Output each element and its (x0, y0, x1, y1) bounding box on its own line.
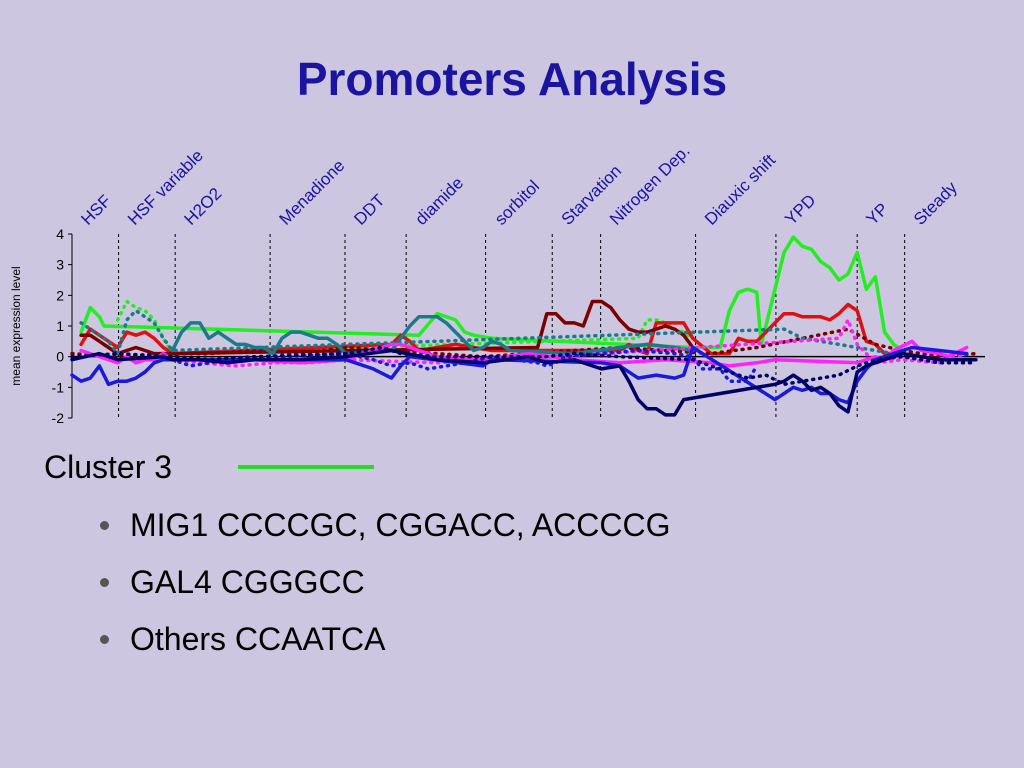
series-line (170, 318, 969, 368)
bullet-icon (100, 578, 109, 587)
series-line (79, 235, 905, 353)
condition-label: DDT (350, 191, 388, 229)
cluster-legend: Cluster 3 (44, 446, 375, 488)
y-tick-label: 2 (56, 287, 64, 303)
condition-label: diamide (412, 173, 468, 229)
condition-label: YPD (781, 191, 819, 229)
condition-label: sorbitol (491, 177, 543, 229)
page-title: Promoters Analysis (296, 53, 728, 105)
motif-text: MIG1 CCCCGC, CGGACC, ACCCCG (130, 507, 671, 543)
series-line (79, 308, 896, 356)
y-tick-label: -1 (52, 379, 65, 395)
condition-label: YP (863, 199, 892, 228)
condition-label: Diauxic shift (701, 150, 779, 228)
bullet-icon (100, 521, 109, 530)
cluster-line-swatch (238, 465, 375, 469)
series-line (70, 345, 978, 387)
condition-label: Steady (910, 178, 961, 229)
list-item: MIG1 CCCCGC, CGGACC, ACCCCG (100, 505, 670, 562)
motif-text: GAL4 CGGGCC (130, 564, 365, 600)
y-tick-label: 3 (56, 257, 64, 273)
list-item: GAL4 CGGGCC (100, 562, 670, 619)
y-axis-label: mean expression level (9, 266, 23, 385)
bullet-icon (100, 635, 109, 644)
series-lines (70, 235, 978, 417)
motif-text: Others CCAATCA (130, 621, 386, 657)
series-line (70, 327, 978, 359)
series-line (79, 299, 695, 356)
condition-label: Menadione (276, 156, 349, 229)
y-tick-label: -2 (52, 410, 65, 426)
condition-label: HSF (77, 191, 114, 228)
cluster-label: Cluster 3 (44, 448, 173, 485)
condition-dividers (118, 234, 906, 418)
y-tick-label: 4 (56, 226, 64, 242)
y-tick-label: 1 (56, 318, 64, 334)
series-line (79, 302, 905, 356)
expression-chart: mean expression level HSF HSF variableH2O… (9, 141, 985, 426)
condition-label: H2O2 (181, 184, 226, 229)
motif-list: MIG1 CCCCGC, CGGACC, ACCCCG GAL4 CGGGCC … (100, 505, 670, 676)
y-axis-title: mean expression level (9, 266, 23, 385)
list-item: Others CCAATCA (100, 619, 670, 676)
series-line (70, 348, 978, 417)
condition-label: Nitrogen Dep. (606, 141, 694, 229)
y-tick-label: 0 (56, 349, 64, 365)
